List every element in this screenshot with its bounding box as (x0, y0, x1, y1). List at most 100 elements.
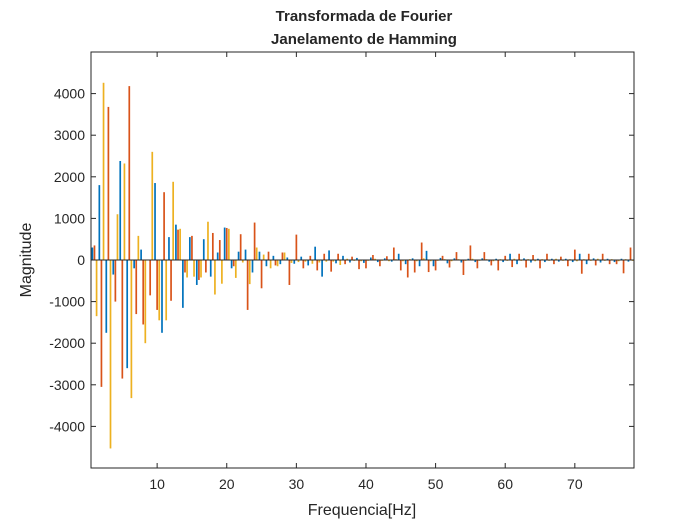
bar (232, 260, 235, 267)
bar (469, 245, 472, 260)
bar (102, 82, 105, 260)
bar (328, 250, 330, 260)
bar (274, 260, 277, 266)
bar (126, 260, 129, 369)
bar (453, 258, 456, 260)
bar (386, 256, 388, 260)
y-axis-label: Magnitude (18, 223, 35, 298)
bar (580, 260, 583, 274)
bar (295, 234, 298, 260)
bar (363, 260, 365, 263)
bar (209, 260, 212, 277)
bar (154, 183, 156, 260)
bar (411, 258, 414, 260)
bar (193, 260, 195, 277)
bar (170, 260, 172, 301)
bar (165, 260, 168, 321)
bar (344, 260, 346, 265)
bar (293, 260, 296, 264)
bar (518, 253, 520, 260)
bar (511, 260, 514, 268)
bar (550, 258, 553, 260)
bar (207, 221, 209, 260)
bar (214, 260, 216, 295)
bar (488, 260, 491, 262)
bar (599, 260, 602, 263)
bar (121, 260, 124, 379)
bar (119, 160, 122, 260)
bar (98, 185, 101, 260)
bar (349, 260, 351, 263)
bar (182, 260, 184, 308)
bar (567, 260, 569, 267)
bar (476, 260, 479, 269)
bar (502, 260, 504, 263)
bar (200, 260, 202, 278)
x-tick-label: 30 (289, 476, 305, 492)
bar (267, 251, 270, 260)
bar (279, 260, 282, 265)
bar (573, 249, 576, 260)
y-tick-label: 1000 (54, 210, 85, 226)
bar (608, 260, 611, 265)
chart-title: Transformada de Fourier (276, 8, 453, 25)
bar (509, 253, 511, 260)
bar (323, 253, 326, 260)
bar (358, 260, 360, 270)
bar (218, 240, 221, 260)
bar (399, 260, 402, 271)
bar (133, 260, 135, 269)
bar (629, 247, 632, 260)
bar (302, 260, 305, 269)
bar (330, 260, 333, 272)
bar (523, 258, 525, 260)
bar (288, 260, 291, 285)
bar (481, 258, 484, 260)
bar (225, 227, 228, 260)
bar (144, 260, 147, 344)
bar (622, 260, 625, 274)
bar (455, 252, 458, 260)
bar (246, 260, 249, 310)
y-tick-label: -3000 (49, 377, 85, 393)
bar (402, 260, 404, 262)
bar (576, 260, 578, 262)
bar (95, 260, 98, 317)
bar (434, 260, 437, 271)
bar (107, 106, 110, 260)
bar (490, 260, 493, 266)
bar (318, 260, 321, 263)
bar (427, 260, 430, 273)
bar (555, 258, 557, 260)
x-axis-ticks: 10 20 30 40 50 60 70 (149, 52, 583, 492)
bar (325, 260, 328, 262)
bar (241, 260, 244, 263)
bar (314, 246, 316, 260)
bar (137, 235, 140, 260)
bar (186, 260, 188, 278)
bar (429, 260, 432, 262)
bar (422, 258, 425, 260)
bar (262, 254, 265, 260)
bar (161, 260, 163, 333)
bar (369, 257, 372, 260)
x-tick-label: 10 (149, 476, 165, 492)
bar (276, 260, 279, 267)
bar (93, 245, 96, 260)
bar (596, 258, 599, 260)
bar (179, 228, 181, 260)
bar (342, 255, 344, 260)
bar (168, 237, 170, 260)
bar (601, 253, 604, 260)
bar (223, 227, 226, 260)
bar (228, 228, 230, 260)
bar (265, 260, 268, 267)
bar (221, 260, 223, 284)
bar (258, 251, 261, 260)
x-tick-label: 40 (358, 476, 374, 492)
bar (172, 181, 175, 260)
bar (123, 163, 126, 260)
y-tick-label: -2000 (49, 335, 85, 351)
